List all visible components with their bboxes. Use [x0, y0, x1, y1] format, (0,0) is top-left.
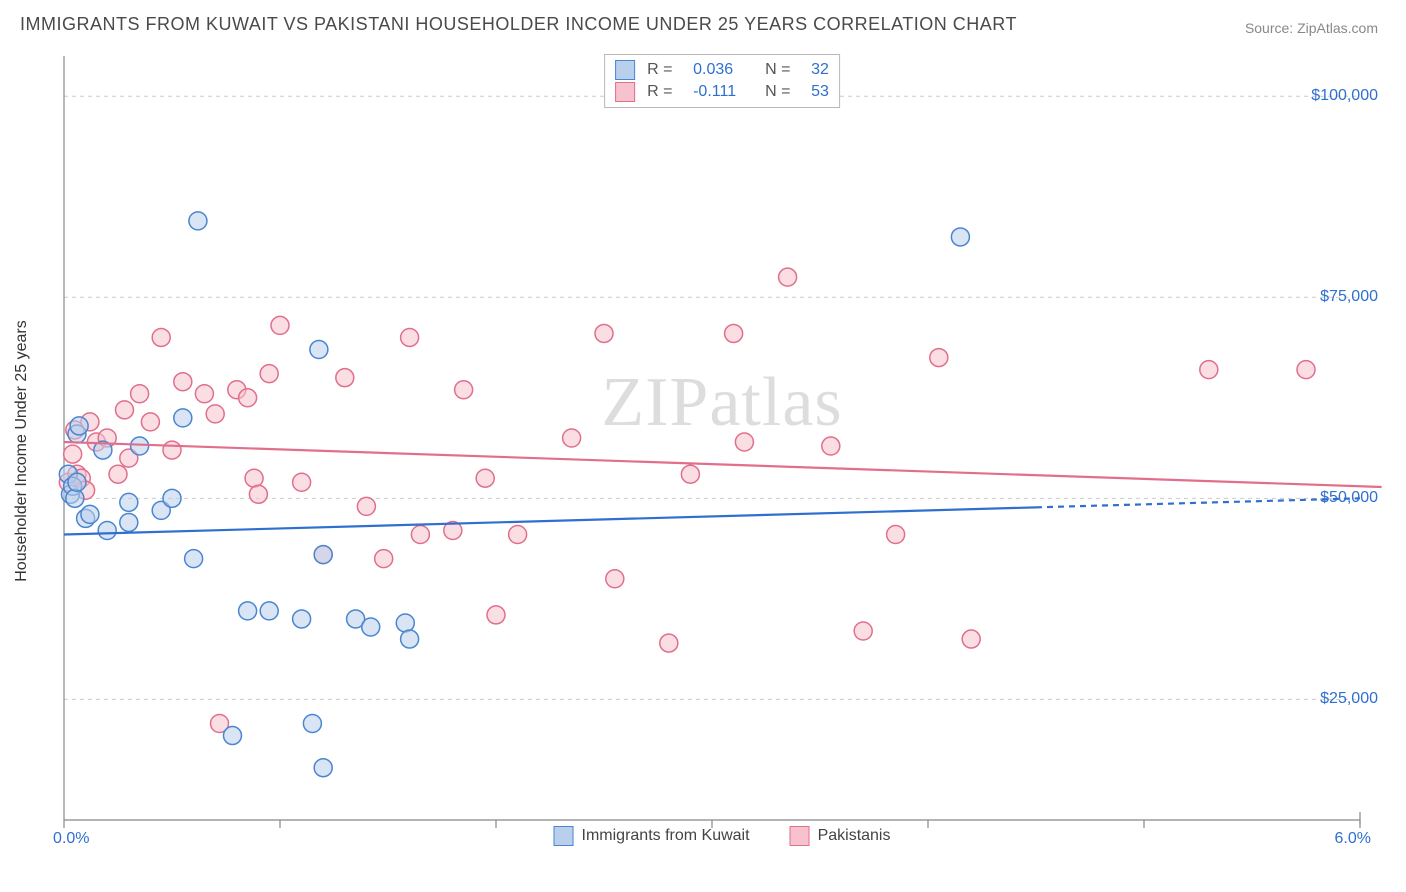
- source-attribution: Source: ZipAtlas.com: [1245, 20, 1378, 36]
- r-value-kuwait: 0.036: [693, 61, 753, 79]
- n-value-kuwait: 32: [811, 61, 829, 79]
- legend-item-pakistanis: Pakistanis: [790, 826, 891, 846]
- y-tick-label: $25,000: [1320, 690, 1378, 708]
- swatch-kuwait-icon: [615, 60, 635, 80]
- scatter-plot: [58, 50, 1386, 852]
- legend-row-kuwait: R = 0.036 N = 32: [615, 59, 829, 81]
- legend-label-pakistanis: Pakistanis: [818, 827, 891, 845]
- y-tick-label: $50,000: [1320, 489, 1378, 507]
- swatch-kuwait-icon: [554, 826, 574, 846]
- swatch-pakistanis-icon: [615, 82, 635, 102]
- legend-item-kuwait: Immigrants from Kuwait: [554, 826, 750, 846]
- x-axis-max-label: 6.0%: [1334, 830, 1370, 848]
- source-label: Source:: [1245, 20, 1293, 36]
- n-label: N =: [765, 83, 799, 101]
- r-label: R =: [647, 83, 681, 101]
- legend-label-kuwait: Immigrants from Kuwait: [582, 827, 750, 845]
- n-label: N =: [765, 61, 799, 79]
- swatch-pakistanis-icon: [790, 826, 810, 846]
- chart-title: IMMIGRANTS FROM KUWAIT VS PAKISTANI HOUS…: [20, 14, 1017, 35]
- y-tick-label: $100,000: [1311, 87, 1378, 105]
- series-legend: Immigrants from Kuwait Pakistanis: [554, 826, 891, 846]
- source-link[interactable]: ZipAtlas.com: [1297, 20, 1378, 36]
- legend-row-pakistanis: R = -0.111 N = 53: [615, 81, 829, 103]
- x-axis-min-label: 0.0%: [53, 830, 89, 848]
- n-value-pakistanis: 53: [811, 83, 829, 101]
- correlation-legend: R = 0.036 N = 32 R = -0.111 N = 53: [604, 54, 840, 108]
- r-label: R =: [647, 61, 681, 79]
- r-value-pakistanis: -0.111: [693, 83, 753, 101]
- y-tick-label: $75,000: [1320, 288, 1378, 306]
- chart-container: Householder Income Under 25 years ZIPatl…: [58, 50, 1386, 852]
- y-axis-label: Householder Income Under 25 years: [13, 320, 31, 581]
